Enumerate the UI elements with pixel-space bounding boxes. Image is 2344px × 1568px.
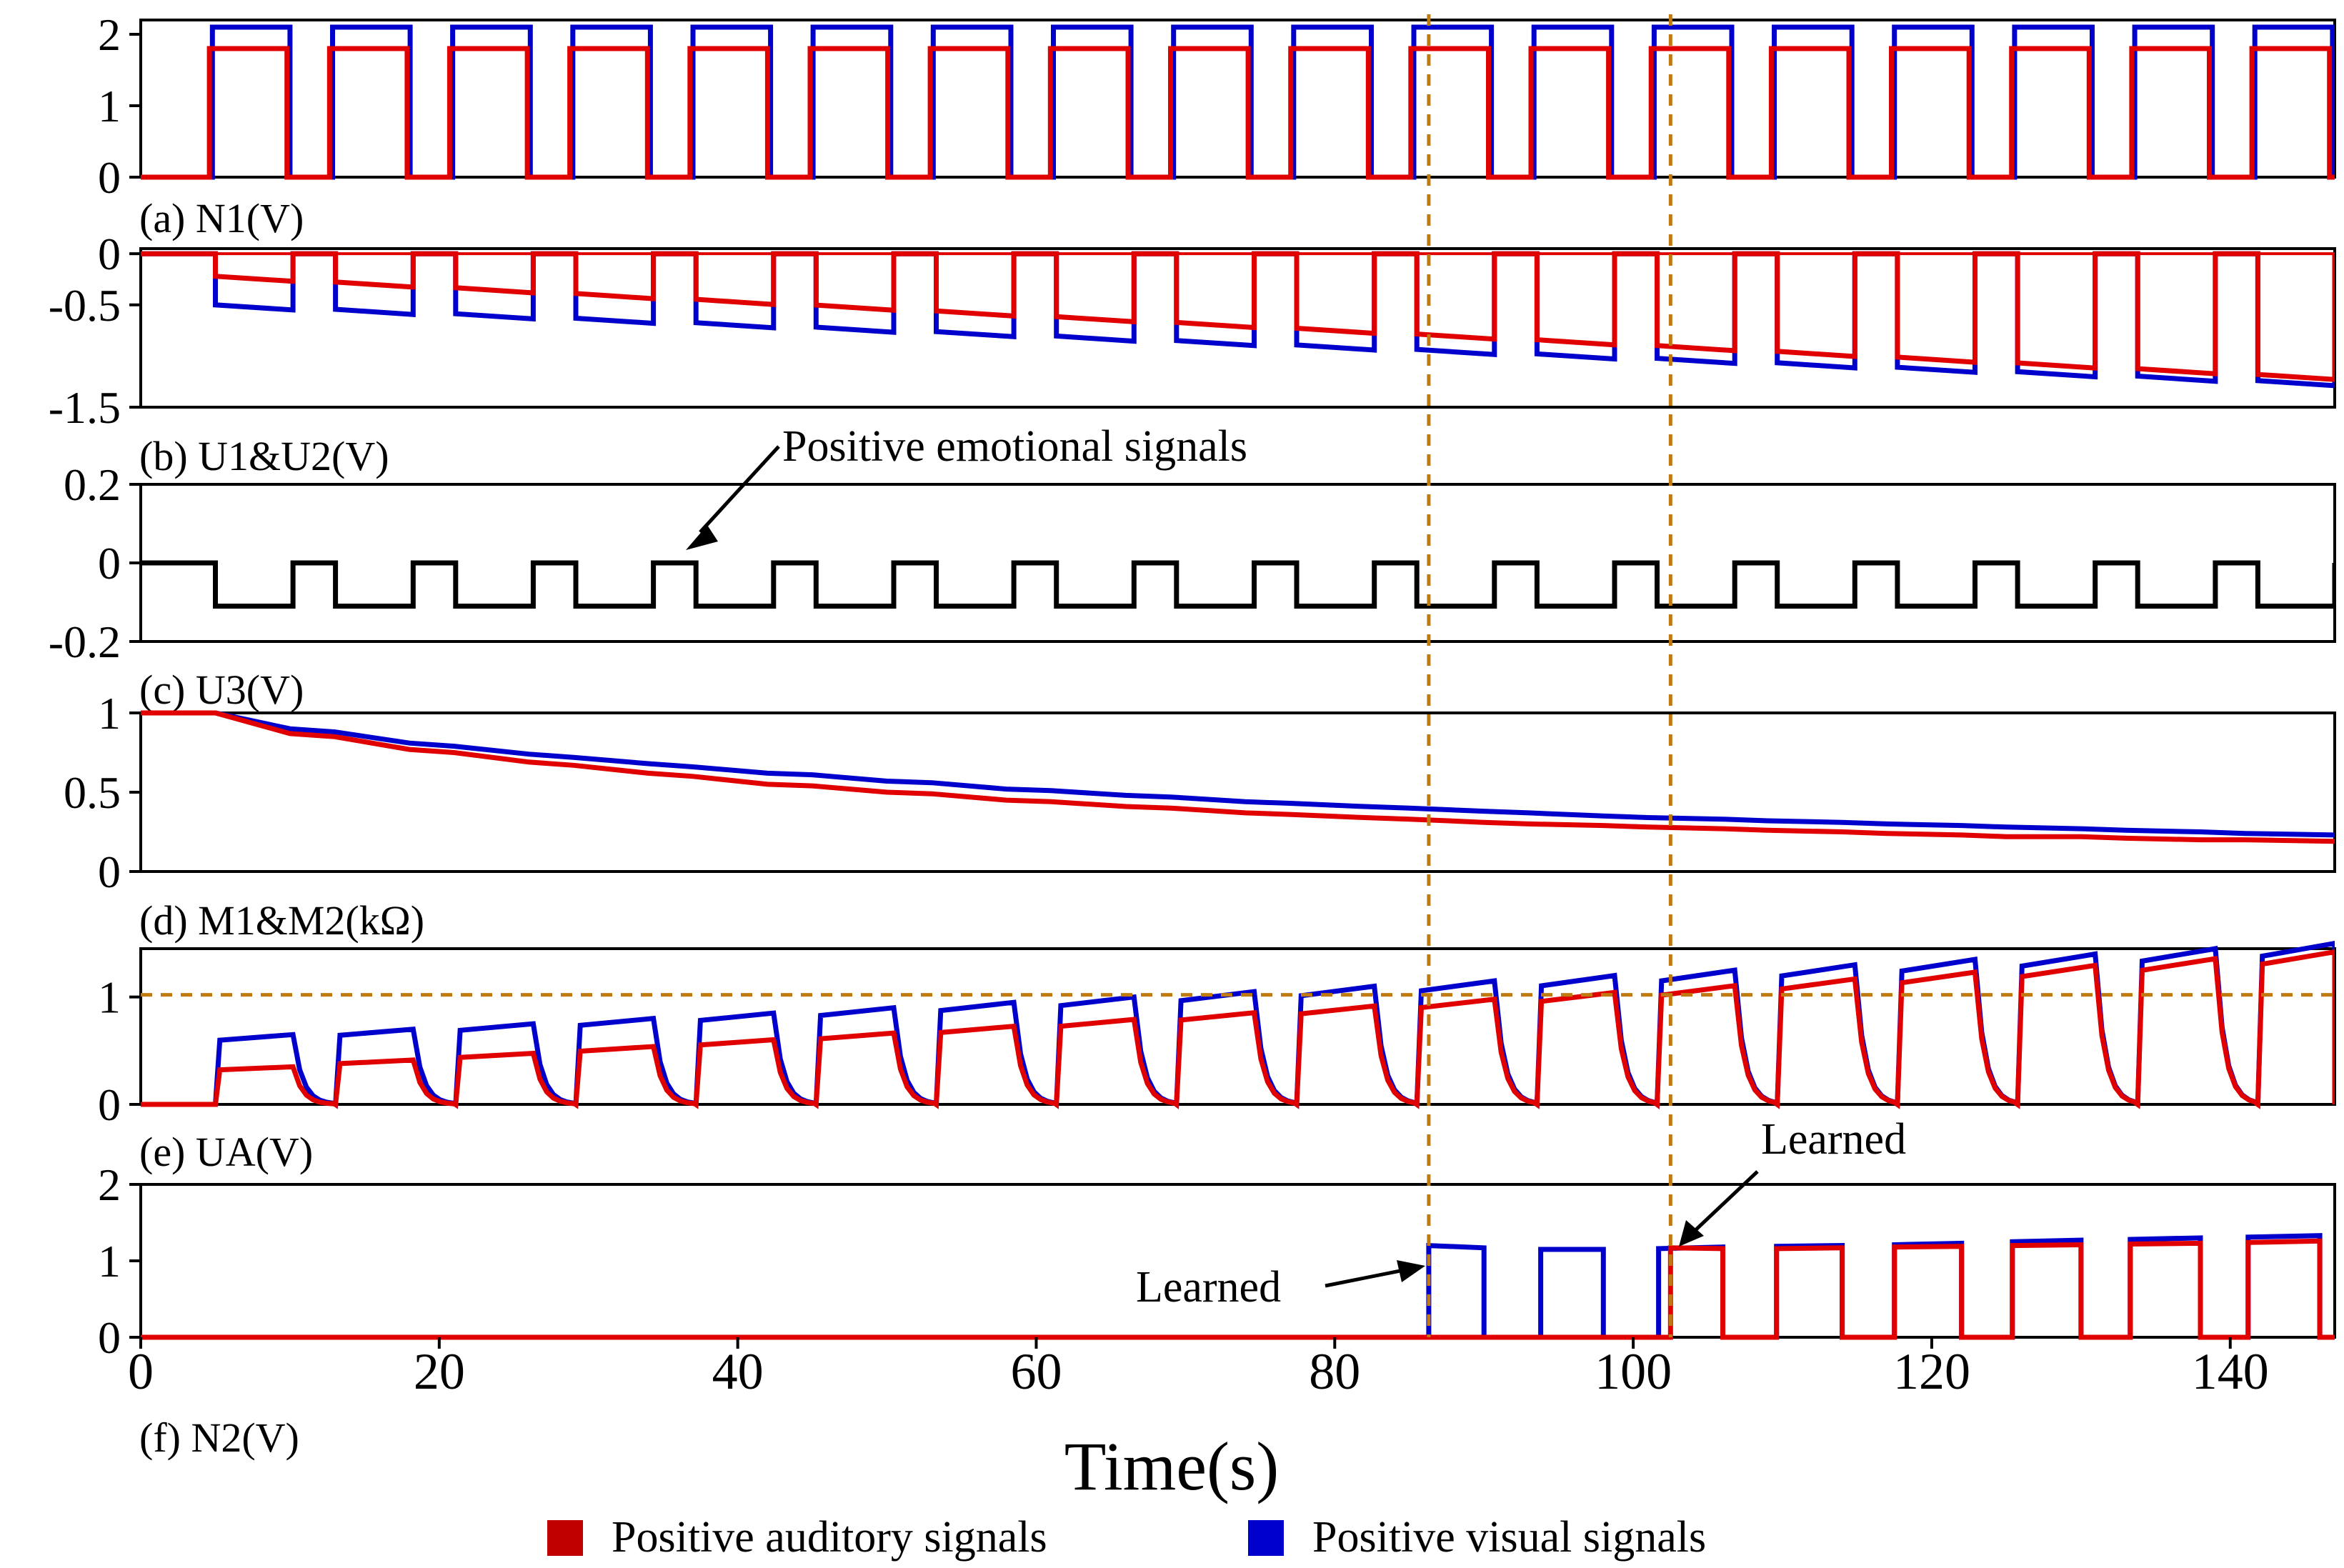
panel-label-a: (a) N1(V) [139,195,304,241]
panel-frame-e [139,947,2336,1106]
ytick-label-f-1: 1 [98,1236,121,1287]
xtick-label-5: 100 [1595,1343,1672,1400]
ytick-label-c-1: 0 [98,538,121,589]
legend-label-visual: Positive visual signals [1312,1513,1706,1562]
ytick-label-f-2: 0 [98,1312,121,1363]
xtick-label-0: 0 [128,1343,154,1400]
ytick-label-c-2: -0.2 [49,616,121,667]
annotation-arrow-learned-auditory [1692,1170,1759,1234]
annotation-learned-visual: Learned [1136,1263,1281,1312]
annotation-arrowhead-learned-visual [1397,1260,1425,1282]
panel-c: 0.2 0 -0.2 (c) U3(V) [49,459,2336,713]
legend: Positive auditory signals Positive visua… [547,1513,1706,1562]
ytick-label-a-0: 0 [98,152,121,203]
ytick-label-b-2: -1.5 [49,382,121,433]
annotation-arrow-emotional [699,445,780,534]
panel-label-e: (e) UA(V) [139,1129,313,1175]
ytick-label-a-2: 2 [98,9,121,60]
x-axis-title: Time(s) [1064,1428,1280,1504]
ytick-label-d-2: 0 [98,847,121,897]
xtick-label-1: 20 [414,1343,465,1400]
annotation-learned-auditory: Learned [1761,1115,1906,1164]
panel-frame-a [139,19,2336,179]
ytick-label-d-0: 1 [98,688,121,739]
series-e-0 [141,940,2335,1109]
series-f-1 [141,1238,2335,1340]
annotation-arrow-learned-visual [1325,1268,1405,1288]
panel-frame-f [139,1183,2336,1339]
xtick-label-3: 60 [1010,1343,1062,1400]
series-b-0 [141,251,2335,389]
panel-b: 0-0.5 -1.5 (b) U1&U2(V) [49,229,2336,479]
ytick-label-b-1: -0.5 [49,280,121,331]
ytick-label-f-0: 2 [98,1159,121,1210]
xtick-label-7: 140 [2192,1343,2269,1400]
series-e-1 [141,949,2335,1109]
annotation-arrowhead-emotional [686,525,718,550]
panel-label-f: (f) N2(V) [139,1414,299,1461]
legend-swatch-auditory [547,1520,583,1556]
ytick-label-e-1: 0 [98,1079,121,1130]
xtick-label-2: 40 [712,1343,764,1400]
annotation-positive-emotional-signals: Positive emotional signals [782,422,1247,471]
ytick-label-b-0: 0 [98,229,121,279]
legend-swatch-visual [1248,1520,1284,1556]
ytick-label-d-1: 0.5 [64,767,121,818]
xtick-label-4: 80 [1309,1343,1360,1400]
panel-a: 0 1 2 (a) N1(V) [98,9,2336,241]
panel-f: 2 1 0 (f) N2(V) [98,1159,2336,1461]
panel-frame-d [139,711,2336,873]
legend-label-auditory: Positive auditory signals [612,1513,1047,1562]
series-a-1 [141,46,2335,180]
series-d-1 [141,710,2335,844]
panel-label-b: (b) U1&U2(V) [139,433,389,479]
ytick-label-e-0: 1 [98,972,121,1023]
xtick-label-6: 120 [1893,1343,1970,1400]
annotation-arrowhead-learned-auditory [1679,1220,1704,1247]
panel-d: 1 0.5 0 (d) M1&M2(kΩ) [64,688,2336,944]
panel-e: 1 0 (e) UA(V) [98,940,2336,1175]
ytick-label-a-1: 1 [98,81,121,131]
panel-label-c: (c) U3(V) [139,666,304,713]
series-d-0 [141,710,2335,838]
panel-label-d: (d) M1&M2(kΩ) [139,897,424,944]
series-c-0 [141,560,2335,609]
ytick-label-c-0: 0.2 [64,459,121,510]
